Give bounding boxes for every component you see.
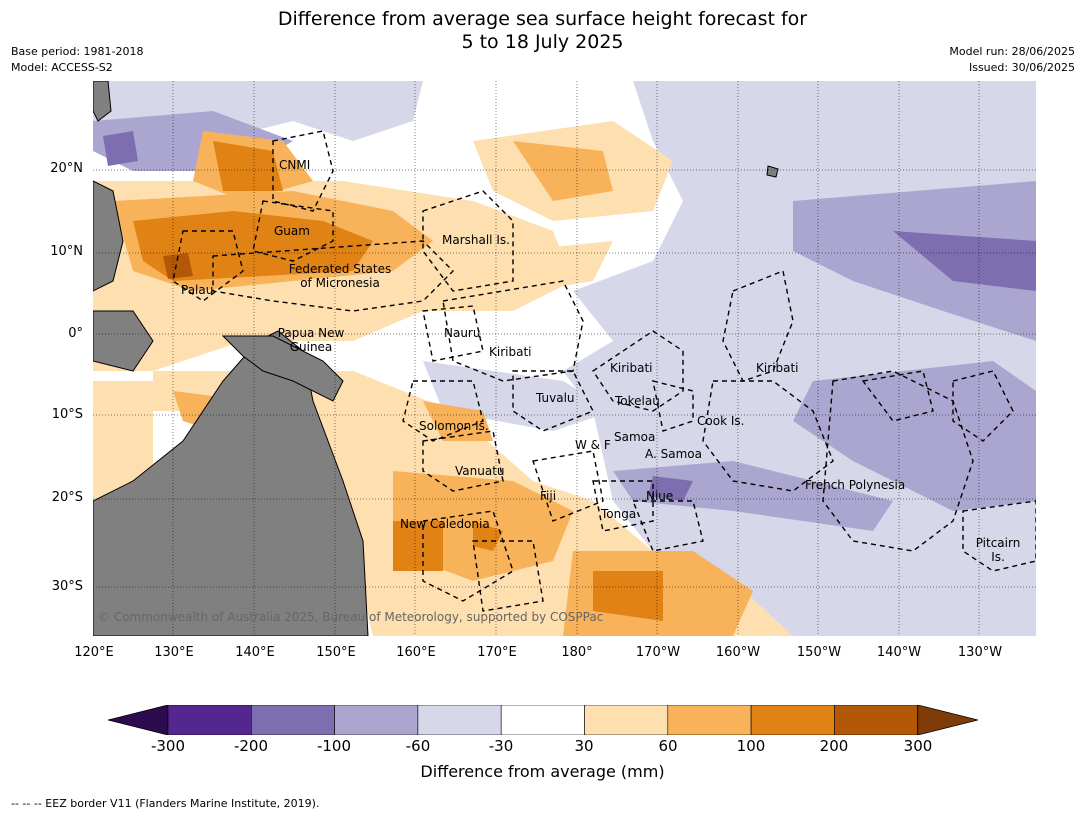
colorbar-bin-9	[834, 705, 919, 735]
lon-label-130w: 130°W	[957, 645, 1003, 660]
colorbar-tick-neg100: -100	[316, 737, 352, 755]
hawaii-landmass	[766, 165, 779, 178]
land-masses	[93, 81, 779, 636]
colorbar-tick-300: 300	[903, 737, 933, 755]
place-fiji: Fiji	[540, 489, 557, 503]
chart-title: Difference from average sea surface heig…	[0, 8, 1085, 54]
colorbar-extend-high	[917, 705, 978, 735]
place-guam: Guam	[274, 224, 310, 238]
colorbar-bin-6	[584, 705, 669, 735]
lon-label-140w: 140°W	[876, 645, 922, 660]
colorbar-tick-neg200: -200	[233, 737, 269, 755]
place-new-caledonia: New Caledonia	[400, 517, 490, 531]
place-tokelau: Tokelau	[615, 394, 660, 408]
colorbar-bin-5	[500, 705, 585, 735]
copyright-notice: © Commonwealth of Australia 2025, Bureau…	[98, 610, 604, 624]
place-png-line2: Guinea	[289, 340, 333, 354]
colorbar-tick-100: 100	[736, 737, 766, 755]
eez-footnote: -- -- -- EEZ border V11 (Flanders Marine…	[11, 797, 320, 810]
anomaly-negative-strong	[103, 131, 1036, 501]
indonesia-landmass	[93, 310, 154, 372]
lon-label-180: 180°	[561, 645, 593, 660]
graticule	[93, 81, 1036, 636]
place-american-samoa: A. Samoa	[645, 447, 702, 461]
lat-label-10n: 10°N	[50, 244, 83, 259]
place-tonga: Tonga	[601, 507, 637, 521]
lon-label-150w: 150°W	[796, 645, 842, 660]
lon-label-130e: 130°E	[154, 645, 194, 660]
model-run: Model run: 28/06/2025	[949, 45, 1075, 58]
colorbar-tick-60: 60	[658, 737, 678, 755]
place-wallis-futuna: W & F	[575, 438, 611, 452]
colorbar-extend-low	[108, 705, 169, 735]
lon-label-170e: 170°E	[477, 645, 517, 660]
place-palau: Palau	[181, 283, 214, 297]
colorbar-bin-7	[667, 705, 752, 735]
place-samoa: Samoa	[614, 430, 656, 444]
base-period: Base period: 1981-2018	[11, 45, 144, 58]
place-png-line1: Papua New	[277, 326, 345, 340]
lat-label-30s: 30°S	[51, 579, 83, 594]
colorbar-bin-1	[167, 705, 252, 735]
place-kiribati-central: Kiribati	[610, 361, 653, 375]
new-guinea-landmass	[221, 335, 344, 402]
place-marshall-islands: Marshall Is.	[442, 233, 510, 247]
lat-label-20s: 20°S	[51, 490, 83, 505]
lon-label-120e: 120°E	[74, 645, 114, 660]
place-pitcairn-line2: Is.	[991, 550, 1005, 564]
place-french-polynesia: French Polynesia	[805, 478, 906, 492]
place-nauru: Nauru	[444, 326, 481, 340]
philippines-landmass	[93, 180, 124, 292]
colorbar-bin-8	[750, 705, 835, 735]
colorbar-tick-neg60: -60	[405, 737, 431, 755]
lat-label-0: 0°	[68, 326, 83, 341]
colorbar-bin-3	[334, 705, 419, 735]
anomaly-positive-extreme	[163, 253, 193, 279]
place-solomon-islands: Solomon Is.	[419, 419, 489, 433]
place-png: Papua New Guinea	[270, 326, 352, 354]
title-line-2: 5 to 18 July 2025	[461, 31, 624, 53]
place-pitcairn: Pitcairn Is.	[968, 536, 1028, 564]
lat-label-20n: 20°N	[50, 161, 83, 176]
place-pitcairn-line1: Pitcairn	[975, 536, 1021, 550]
place-kiribati-east: Kiribati	[756, 361, 799, 375]
meta-left: Base period: 1981-2018 Model: ACCESS-S2	[11, 44, 143, 76]
lon-label-160w: 160°W	[715, 645, 761, 660]
lon-label-160e: 160°E	[396, 645, 436, 660]
place-cnmi: CNMI	[279, 158, 311, 172]
taiwan-landmass	[93, 81, 112, 122]
place-fsm-line2: of Micronesia	[300, 276, 380, 290]
eez-borders	[172, 130, 1036, 612]
anomaly-positive-strong	[133, 141, 663, 621]
colorbar-tick-neg30: -30	[488, 737, 514, 755]
title-line-1: Difference from average sea surface heig…	[277, 8, 808, 30]
place-micronesia: Federated States of Micronesia	[281, 262, 399, 290]
colorbar-tick-neg300: -300	[150, 737, 186, 755]
colorbar	[108, 705, 978, 735]
model-name: Model: ACCESS-S2	[11, 61, 113, 74]
place-niue: Niue	[646, 489, 674, 503]
colorbar-bin-2	[251, 705, 335, 735]
lon-label-140e: 140°E	[235, 645, 275, 660]
issued-date: Issued: 30/06/2025	[968, 61, 1075, 74]
colorbar-label: Difference from average (mm)	[420, 762, 665, 781]
place-cook-islands: Cook Is.	[697, 414, 745, 428]
place-vanuatu: Vanuatu	[455, 464, 505, 478]
colorbar-bin-4	[417, 705, 502, 735]
lon-label-150e: 150°E	[316, 645, 356, 660]
place-kiribati-west: Kiribati	[489, 345, 532, 359]
sea-height-map	[93, 81, 1036, 636]
lat-label-10s: 10°S	[51, 407, 83, 422]
colorbar-tick-200: 200	[819, 737, 849, 755]
meta-right: Model run: 28/06/2025 Issued: 30/06/2025	[949, 44, 1075, 76]
place-tuvalu: Tuvalu	[536, 391, 575, 405]
place-fsm-line1: Federated States	[288, 262, 392, 276]
colorbar-tick-30: 30	[574, 737, 594, 755]
lon-label-170w: 170°W	[635, 645, 681, 660]
